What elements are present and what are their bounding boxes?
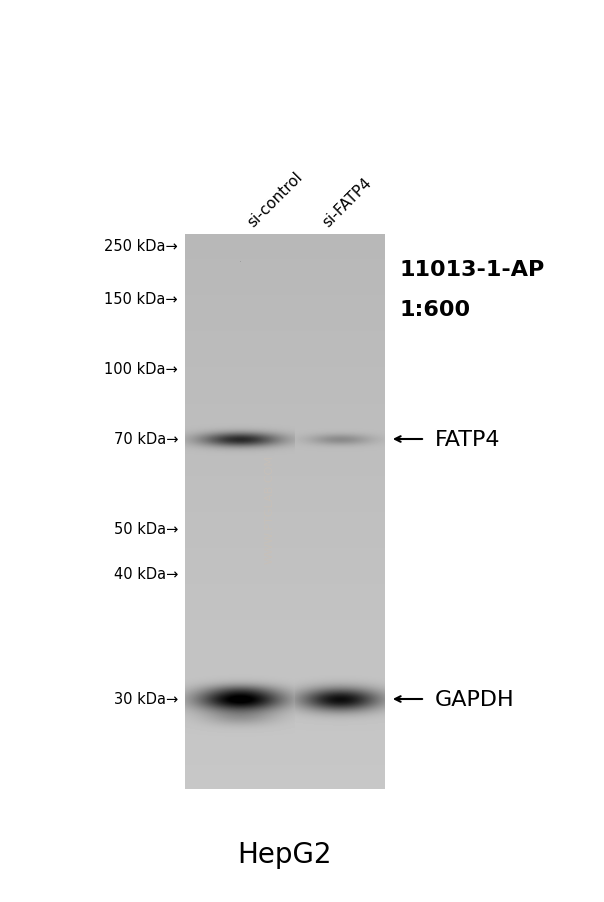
Text: 70 kDa→: 70 kDa→ <box>114 432 178 447</box>
Text: WWW.PTGLAB.COM: WWW.PTGLAB.COM <box>265 455 275 564</box>
Text: 40 kDa→: 40 kDa→ <box>114 566 178 582</box>
Text: GAPDH: GAPDH <box>435 689 515 709</box>
Text: 50 kDa→: 50 kDa→ <box>114 522 178 537</box>
Text: 11013-1-AP: 11013-1-AP <box>400 260 545 280</box>
Text: 250 kDa→: 250 kDa→ <box>104 239 178 254</box>
Text: 30 kDa→: 30 kDa→ <box>114 692 178 706</box>
Text: si-control: si-control <box>245 169 305 230</box>
Text: 150 kDa→: 150 kDa→ <box>104 292 178 308</box>
Text: 100 kDa→: 100 kDa→ <box>104 362 178 377</box>
Text: 1:600: 1:600 <box>400 299 471 319</box>
Text: HepG2: HepG2 <box>238 840 332 868</box>
Text: si-FATP4: si-FATP4 <box>320 175 374 230</box>
Text: FATP4: FATP4 <box>435 429 501 449</box>
